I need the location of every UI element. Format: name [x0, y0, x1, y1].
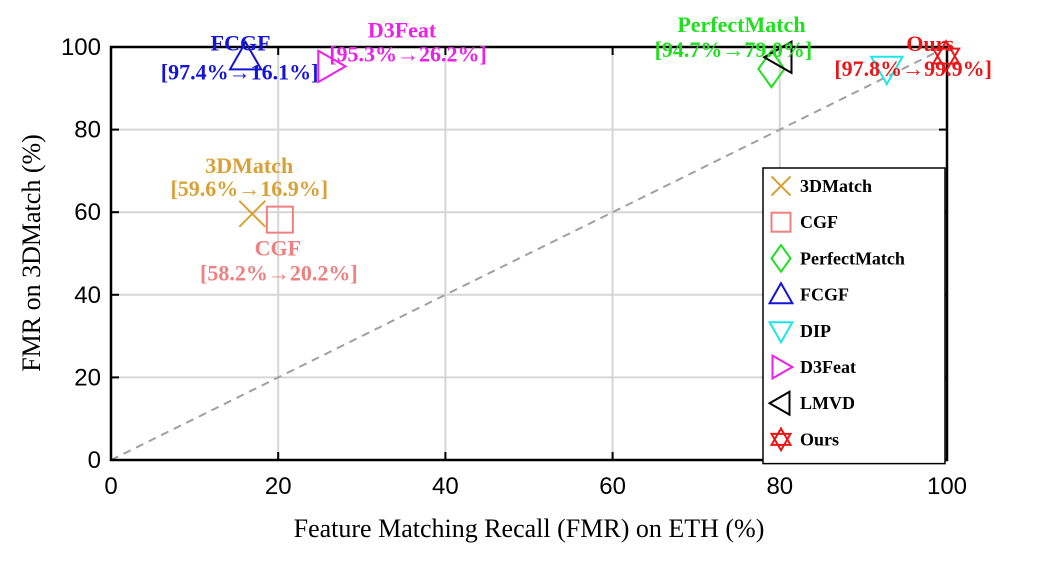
legend-label-d3feat: D3Feat — [800, 357, 856, 377]
legend-label-perfectmatch: PerfectMatch — [800, 248, 905, 268]
marker-d3feat — [317, 49, 348, 84]
legend-label-ours: Ours — [800, 429, 839, 449]
annotation-cgf-values: [58.2%→20.2%] — [200, 261, 358, 286]
marker-dip — [869, 55, 905, 87]
x-tick-label: 0 — [104, 473, 117, 500]
annotation-perfectmatch-name: PerfectMatch — [677, 12, 805, 37]
legend-label-lmvd: LMVD — [800, 393, 855, 413]
legend-marker-ours — [769, 426, 793, 453]
annotation-fcgf-name: FCGF — [211, 31, 271, 56]
y-tick-label: 100 — [61, 34, 101, 61]
legend-marker-dip — [767, 321, 795, 345]
annotation-3dmatch-values: [59.6%→16.9%] — [170, 176, 328, 201]
annotation-d3feat-name: D3Feat — [368, 17, 437, 42]
legend-marker-fcgf — [767, 281, 795, 305]
legend-marker-perfectmatch — [770, 243, 792, 274]
legend-marker-cgf — [770, 211, 792, 233]
tick-labels: 0 20 40 60 80 100 0 20 40 60 80 100 — [61, 34, 967, 500]
x-tick-label: 60 — [599, 473, 626, 500]
marker-perfectmatch — [757, 48, 786, 89]
annotations: 3DMatch[59.6%→16.9%]CGF[58.2%→20.2%]Perf… — [161, 12, 992, 286]
marker-cgf — [265, 205, 294, 234]
x-axis-label: Feature Matching Recall (FMR) on ETH (%) — [294, 514, 765, 543]
annotation-ours-values: [97.8%→99.9%] — [834, 56, 992, 81]
legend-box — [762, 167, 946, 465]
legend-marker-lmvd — [767, 390, 791, 417]
y-tick-label: 80 — [74, 117, 101, 144]
plot-frame — [109, 45, 949, 462]
legend-label-cgf: CGF — [800, 212, 838, 232]
y-tick-label: 60 — [74, 199, 101, 226]
y-axis-label: FMR on 3DMatch (%) — [17, 134, 46, 372]
x-tick-label: 20 — [265, 473, 292, 500]
legend: 3DMatch CGF PerfectMatch FCGF DIP D3Feat LMVD O… — [762, 167, 946, 465]
x-tick-label: 80 — [766, 473, 793, 500]
legend-marker-3dmatch — [770, 175, 792, 197]
marker-ours — [931, 39, 961, 73]
y-tick-label: 20 — [74, 364, 101, 391]
annotation-cgf-name: CGF — [255, 236, 301, 261]
legend-label-dip: DIP — [800, 321, 831, 341]
annotation-fcgf-values: [97.4%→16.1%] — [161, 60, 319, 85]
legend-label-fcgf: FCGF — [800, 285, 849, 305]
reference-diagonal-line — [110, 46, 948, 461]
marker-3dmatch — [238, 200, 266, 228]
marker-lmvd — [762, 39, 793, 75]
annotation-perfectmatch-values: [94.7%→79.0%] — [655, 37, 813, 62]
annotation-ours-name: Ours — [906, 31, 954, 56]
annotation-d3feat-values: [95.3%→26.2%] — [329, 41, 487, 66]
data-markers — [228, 39, 961, 234]
y-tick-label: 40 — [74, 282, 101, 309]
marker-fcgf — [228, 40, 263, 71]
annotation-3dmatch-name: 3DMatch — [205, 153, 293, 178]
x-tick-label: 100 — [927, 473, 967, 500]
legend-label-3dmatch: 3DMatch — [800, 176, 872, 196]
y-tick-label: 0 — [88, 447, 101, 474]
x-tick-label: 40 — [432, 473, 459, 500]
legend-marker-d3feat — [771, 353, 795, 381]
